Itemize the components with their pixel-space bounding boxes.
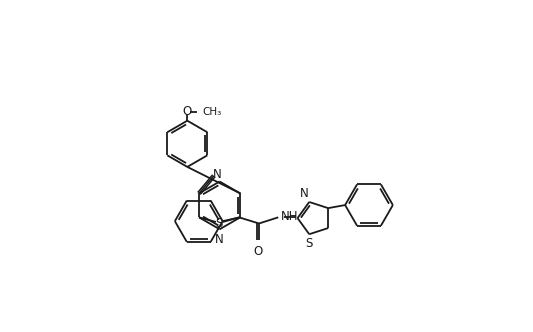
Text: N: N — [300, 187, 309, 200]
Text: O: O — [254, 245, 263, 258]
Text: N: N — [213, 168, 222, 182]
Text: O: O — [183, 105, 192, 118]
Text: S: S — [305, 236, 312, 250]
Text: CH₃: CH₃ — [203, 107, 222, 117]
Text: S: S — [215, 217, 223, 230]
Text: NH: NH — [280, 210, 298, 223]
Text: N: N — [215, 233, 224, 246]
